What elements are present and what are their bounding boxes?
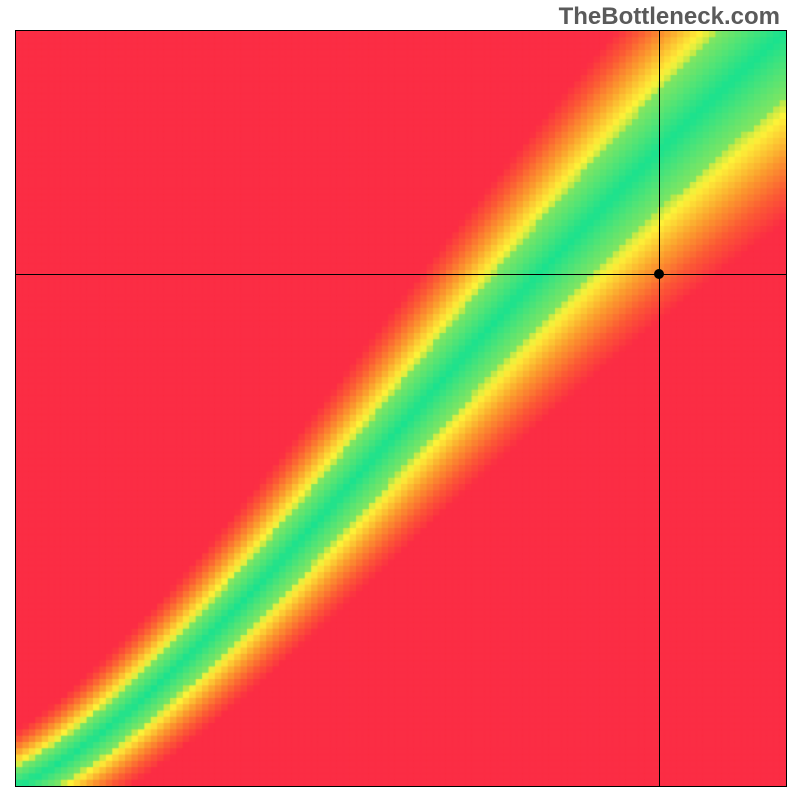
- crosshair-horizontal: [16, 274, 786, 275]
- crosshair-vertical: [659, 31, 660, 786]
- chart-container: TheBottleneck.com: [0, 0, 800, 800]
- heatmap-plot-area: [15, 30, 787, 787]
- heatmap-canvas: [16, 31, 786, 786]
- watermark-text: TheBottleneck.com: [559, 3, 780, 31]
- marker-dot: [654, 269, 664, 279]
